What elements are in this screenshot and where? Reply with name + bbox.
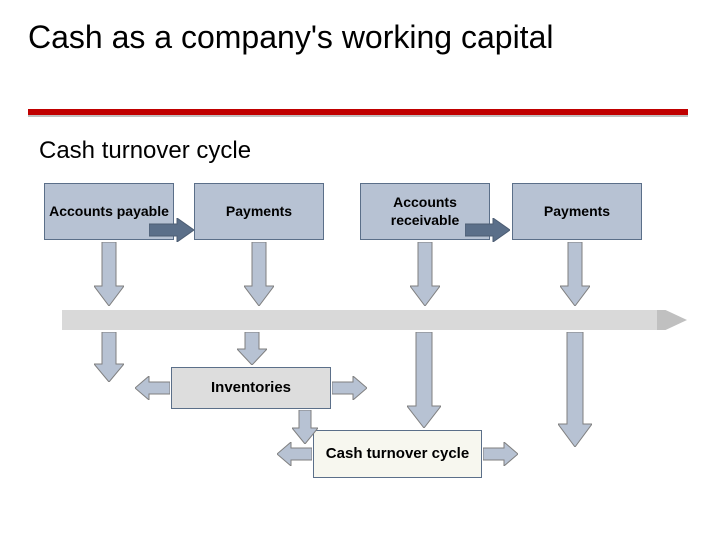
arrow-down-icon [558, 332, 592, 447]
arrow-left-right-icon [332, 376, 367, 400]
arrow-down-icon [94, 332, 124, 382]
arrow-left-right-icon [483, 442, 518, 466]
subtitle: Cash turnover cycle [39, 137, 251, 165]
arrow-right-icon [465, 218, 510, 242]
arrow-left-right-icon [277, 442, 312, 466]
page-title: Cash as a company's working capital [28, 18, 553, 56]
box-inventories: Inventories [171, 367, 331, 409]
arrow-left-right-icon [135, 376, 170, 400]
box-cash-turnover-cycle: Cash turnover cycle [313, 430, 482, 478]
arrow-down-icon [560, 242, 590, 306]
box-payments-2: Payments [512, 183, 642, 240]
arrow-down-icon [237, 332, 267, 365]
arrow-down-icon [244, 242, 274, 306]
arrow-down-icon [410, 242, 440, 306]
arrow-down-icon [407, 332, 441, 428]
horizontal-bar-arrow [62, 310, 687, 330]
arrow-down-icon [94, 242, 124, 306]
arrow-right-icon [149, 218, 194, 242]
title-underline-shadow [28, 115, 688, 117]
arrow-down-icon [292, 410, 318, 444]
box-payments-1: Payments [194, 183, 324, 240]
